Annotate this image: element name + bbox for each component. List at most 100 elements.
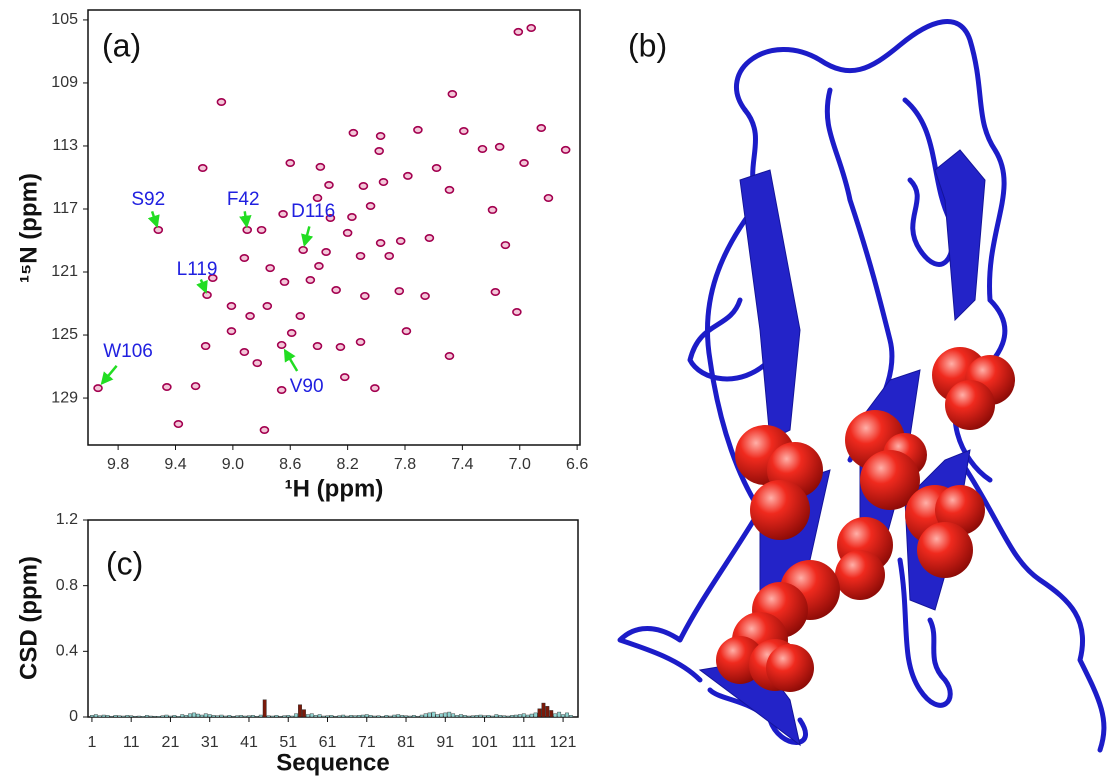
- annotation-label: V90: [290, 376, 324, 397]
- peak: [519, 158, 529, 167]
- annotation-arrow: [196, 279, 208, 294]
- peak: [265, 264, 275, 273]
- peak: [202, 291, 212, 300]
- bar: [341, 714, 346, 718]
- bar: [498, 715, 503, 718]
- y-tick-label: 117: [52, 200, 78, 217]
- bar: [376, 715, 381, 718]
- peak: [513, 27, 524, 36]
- bar: [549, 710, 554, 718]
- bar: [478, 714, 483, 718]
- peak: [93, 384, 103, 393]
- bar: [278, 715, 283, 718]
- bar: [274, 715, 279, 718]
- y-axis-label: CSD (ppm): [15, 556, 42, 680]
- y-tick-label: 1.2: [56, 511, 78, 528]
- y-tick-label: 0.4: [56, 643, 78, 660]
- atom-sphere: [860, 450, 920, 510]
- peak: [424, 233, 435, 242]
- bar: [207, 714, 212, 718]
- bar: [199, 714, 204, 718]
- peak: [295, 311, 306, 320]
- x-tick-label: 121: [550, 734, 577, 751]
- peak: [477, 144, 488, 153]
- bar: [172, 715, 177, 718]
- x-tick-label: 7.8: [394, 456, 416, 473]
- peak: [360, 291, 370, 300]
- peak: [459, 126, 469, 135]
- bar: [415, 715, 420, 718]
- ribbon: [957, 457, 1107, 753]
- bar: [235, 715, 240, 718]
- y-tick-label: 0.8: [56, 577, 78, 594]
- peak: [226, 302, 237, 311]
- bar: [117, 715, 122, 718]
- plot-frame: [87, 519, 579, 718]
- annotation-arrow: [100, 365, 118, 386]
- bar: [266, 715, 271, 718]
- bar: [333, 715, 338, 718]
- peak: [543, 193, 554, 202]
- annotation-label: F42: [227, 189, 260, 210]
- bar: [423, 713, 428, 718]
- bar: [121, 715, 126, 718]
- ribbon: [617, 197, 763, 683]
- panel-label: (c): [106, 545, 143, 581]
- peak: [197, 164, 208, 173]
- bar: [317, 714, 322, 718]
- peak: [245, 311, 255, 320]
- bar: [557, 711, 562, 718]
- peak: [374, 147, 384, 156]
- peak: [447, 89, 458, 98]
- y-tick-label: 105: [51, 11, 78, 28]
- x-tick-label: 1: [87, 734, 96, 751]
- atom-sphere: [766, 644, 814, 692]
- bar: [302, 709, 306, 718]
- bar: [290, 715, 295, 718]
- peak: [324, 181, 334, 190]
- atom-sphere: [945, 380, 995, 430]
- bar: [553, 713, 558, 718]
- peak: [321, 247, 331, 256]
- annotation-label: W106: [103, 341, 153, 362]
- peak: [207, 273, 218, 282]
- bar: [141, 716, 145, 718]
- x-axis-label: ¹H (ppm): [285, 475, 384, 502]
- peak: [375, 239, 386, 248]
- chart-panel: 9.8 9.4 9.0 8.6 8.2 7.8 7.4 7.0 6.6 105 109 113 117 1…: [15, 9, 588, 502]
- ribbon: [897, 557, 953, 708]
- peak: [444, 351, 455, 360]
- bar: [93, 714, 98, 718]
- bar: [180, 714, 185, 718]
- peak: [331, 285, 341, 294]
- bar: [349, 715, 353, 718]
- bar: [517, 714, 522, 718]
- y-axis-label: ¹⁵N (ppm): [15, 173, 42, 283]
- peak: [403, 171, 413, 180]
- bar: [133, 715, 138, 718]
- bar: [156, 716, 161, 718]
- bar: [160, 715, 165, 718]
- atom-sphere: [750, 480, 810, 540]
- bar: [384, 715, 389, 718]
- bar: [474, 715, 479, 718]
- panel-label: (b): [628, 27, 667, 63]
- peak: [239, 348, 250, 357]
- peak: [312, 193, 323, 202]
- peak: [279, 277, 290, 286]
- bar: [419, 714, 424, 718]
- peak: [276, 386, 287, 395]
- bar: [148, 715, 153, 718]
- ribbon: [902, 97, 956, 267]
- x-tick-label: 7.4: [451, 456, 473, 473]
- peak: [339, 373, 350, 382]
- bar: [451, 713, 456, 718]
- peak: [314, 262, 324, 271]
- bar: [561, 714, 565, 718]
- peak: [355, 337, 366, 346]
- peak: [259, 426, 270, 435]
- bar: [396, 714, 401, 718]
- bar: [223, 715, 228, 718]
- x-tick-label: 91: [436, 734, 454, 751]
- x-tick-label: 8.6: [279, 456, 301, 473]
